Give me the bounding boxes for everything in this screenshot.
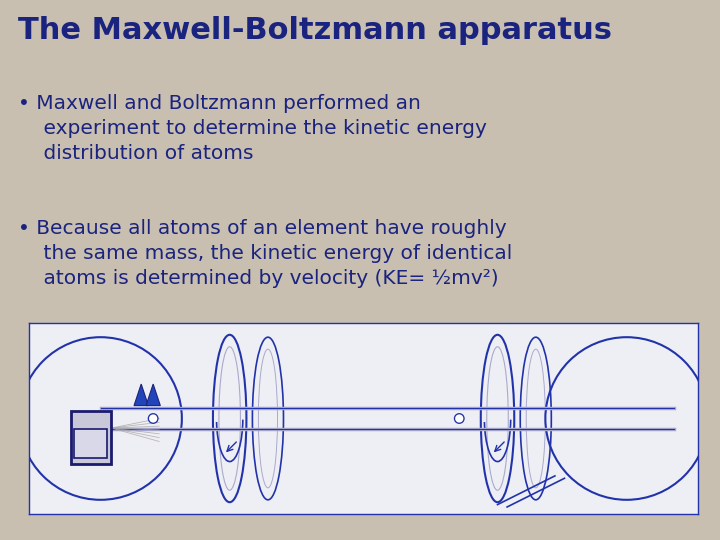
Bar (71, 411, 112, 464)
Text: • Maxwell and Boltzmann performed an
    experiment to determine the kinetic ene: • Maxwell and Boltzmann performed an exp… (18, 94, 487, 163)
Text: The Maxwell-Boltzmann apparatus: The Maxwell-Boltzmann apparatus (18, 16, 612, 45)
Bar (74, 429, 107, 458)
Text: • Because all atoms of an element have roughly
    the same mass, the kinetic en: • Because all atoms of an element have r… (18, 219, 512, 288)
Polygon shape (134, 384, 148, 406)
Circle shape (148, 414, 158, 423)
Polygon shape (146, 384, 161, 406)
Circle shape (454, 414, 464, 423)
